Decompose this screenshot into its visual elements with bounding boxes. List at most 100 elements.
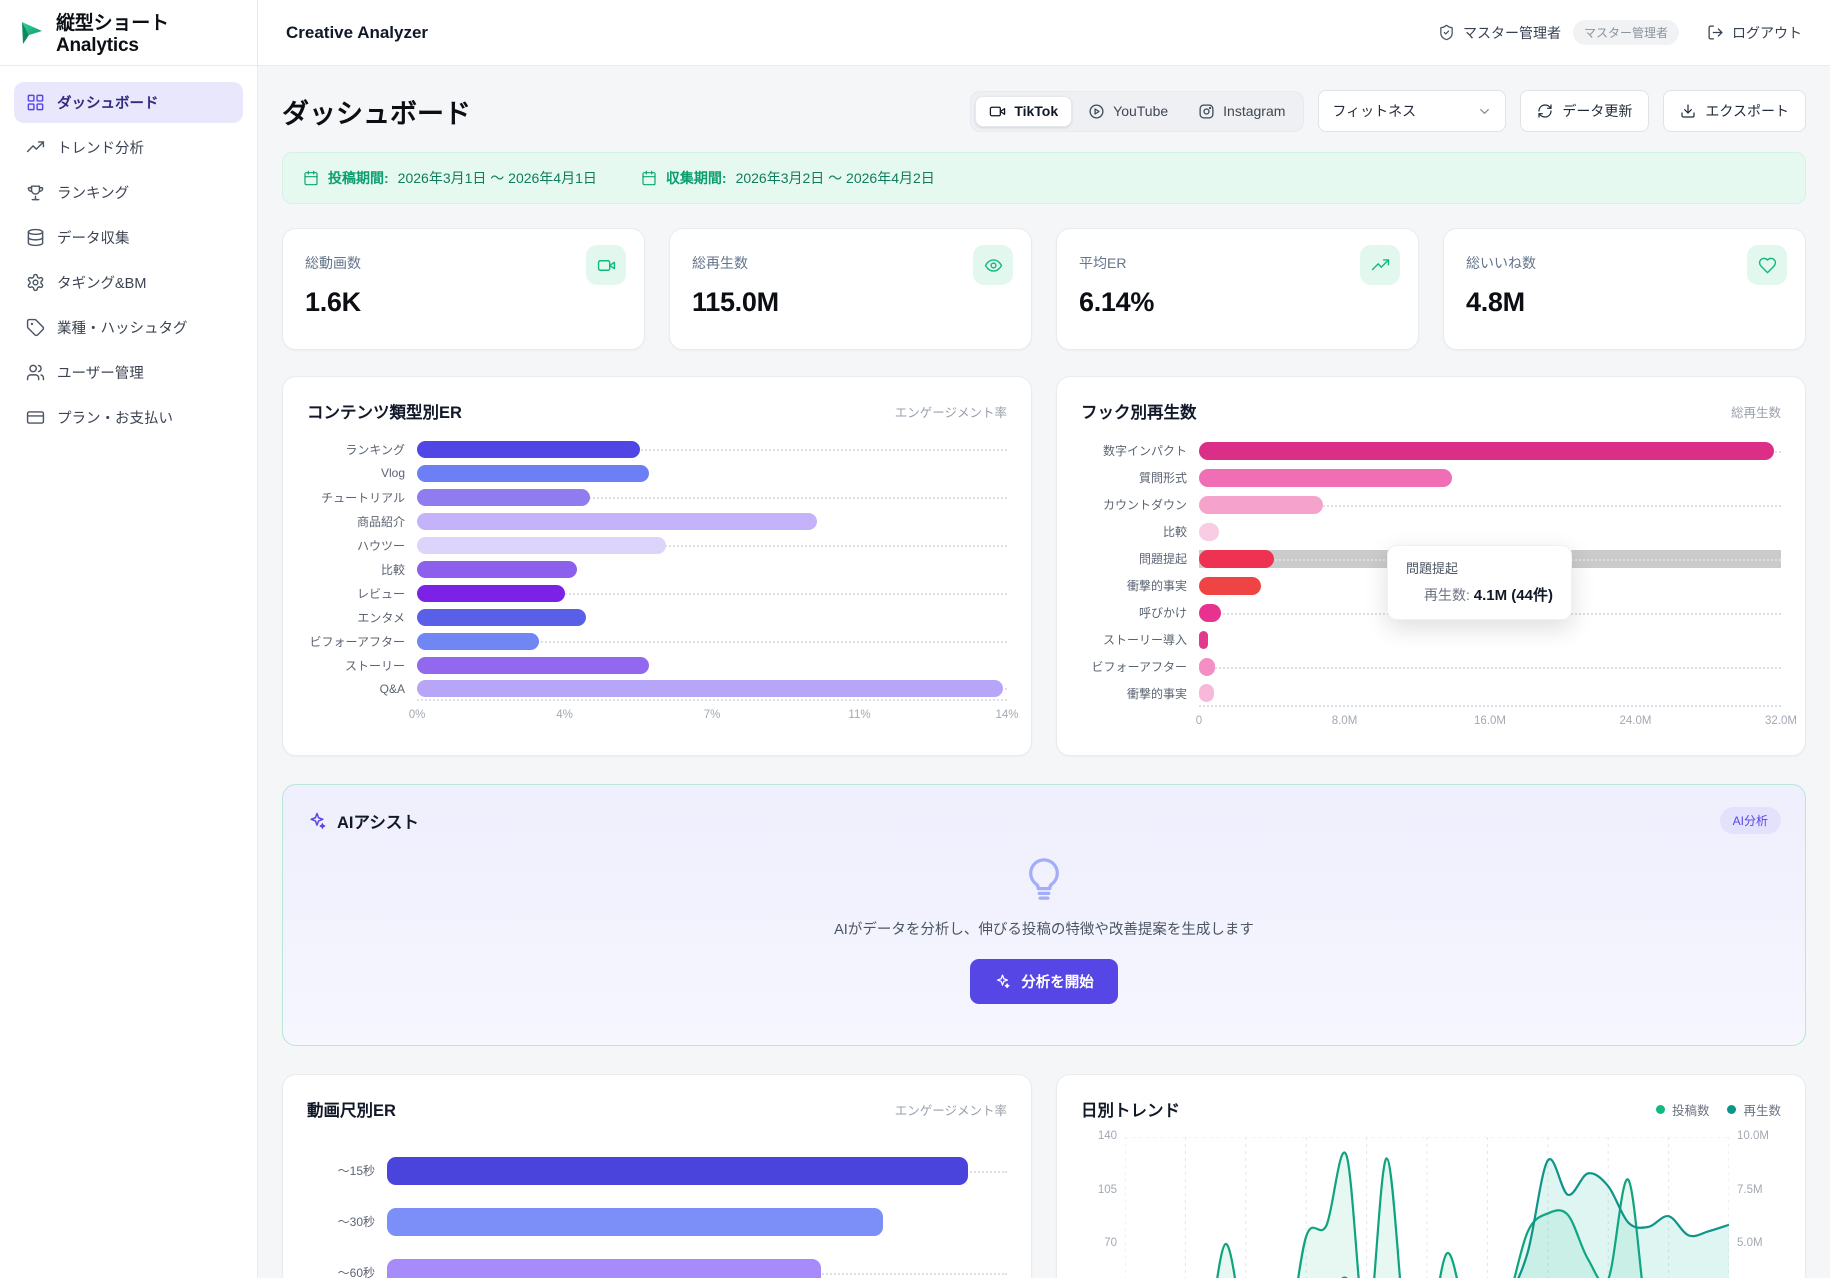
sparkles-icon: [307, 811, 327, 831]
bar[interactable]: [1199, 576, 1261, 595]
x-axis-tick: 32.0M: [1765, 715, 1797, 727]
tab-tiktok[interactable]: TikTok: [975, 95, 1073, 127]
bar-category-label: ～30秒: [337, 1215, 375, 1229]
credit-card-icon: [26, 408, 45, 427]
bar-category-label: カウントダウン: [1102, 498, 1187, 512]
y-axis-tick: 70: [1104, 1237, 1117, 1249]
legend-dot: [1655, 1104, 1665, 1114]
tab-youtube[interactable]: YouTube: [1074, 96, 1182, 127]
bar-category-label: ストーリー: [344, 658, 405, 673]
bar[interactable]: [1199, 522, 1219, 541]
bar[interactable]: [1199, 630, 1209, 649]
sidebar-item-tagging-bm[interactable]: タギング&BM: [14, 262, 243, 303]
legend-item-posts: 投稿数: [1655, 1100, 1709, 1119]
bar-category-label: エンタメ: [357, 610, 405, 625]
y-axis-tick: 10.0M: [1737, 1130, 1769, 1142]
video-camera-icon: [586, 245, 626, 285]
logout-button[interactable]: ログアウト: [1707, 23, 1802, 43]
sidebar-item-plan-payment[interactable]: プラン・お支払い: [14, 397, 243, 438]
bar[interactable]: [1199, 495, 1323, 514]
sidebar-item-data-collection[interactable]: データ収集: [14, 217, 243, 258]
bar[interactable]: [417, 512, 818, 530]
heart-icon: [1747, 245, 1787, 285]
ai-description: AIがデータを分析し、伸びる投稿の特徴や改善提案を生成します: [834, 922, 1254, 938]
bar-row: ビフォーアフター: [307, 629, 1007, 653]
bar-category-label: Vlog: [380, 466, 405, 480]
category-select[interactable]: フィットネス: [1318, 90, 1507, 132]
bar-row: チュートリアル: [307, 485, 1007, 509]
chart-title: コンテンツ類型別ER: [307, 404, 462, 422]
main-content: ダッシュボード TikTok YouTube Instagram: [258, 66, 1830, 1278]
bar-row: ～30秒: [307, 1196, 1007, 1247]
bar-category-label: ビフォーアフター: [309, 634, 405, 649]
bar[interactable]: [417, 679, 1003, 697]
y-axis-tick: 7.5M: [1737, 1183, 1763, 1196]
bar[interactable]: [1199, 657, 1216, 676]
left-axis-ticks: 140 105 70: [1081, 1130, 1125, 1278]
refresh-data-button[interactable]: データ更新: [1520, 90, 1650, 132]
chart-unit-label: エンゲージメント率: [894, 405, 1007, 420]
bar[interactable]: [1199, 468, 1452, 487]
sidebar-item-ranking[interactable]: ランキング: [14, 172, 243, 213]
bar-row: レビュー: [307, 581, 1007, 605]
bar-category-label: 衝撃的事実: [1126, 579, 1187, 593]
calendar-icon: [303, 170, 319, 186]
page-title: ダッシュボード: [282, 98, 471, 129]
chart-card-daily-trend: 日別トレンド 投稿数 再生数 140 105 70 10.0M 7.5M 5.0M: [1056, 1074, 1806, 1278]
sidebar-item-user-management[interactable]: ユーザー管理: [14, 352, 243, 393]
bar[interactable]: [417, 584, 565, 602]
bar-row: ビフォーアフター: [1081, 653, 1781, 680]
bar-category-label: 質問形式: [1138, 471, 1187, 485]
x-axis-tick: 7%: [703, 709, 721, 721]
bar-row: ストーリー: [307, 653, 1007, 677]
chart-tooltip: 問題提起 再生数: 4.1M (44件): [1387, 545, 1572, 620]
ai-assist-title: AIアシスト: [337, 813, 419, 832]
y-axis-tick: 140: [1097, 1130, 1117, 1142]
bar[interactable]: [417, 464, 649, 482]
bar-row: カウントダウン: [1081, 491, 1781, 518]
sidebar: ダッシュボード トレンド分析 ランキング データ収集 タギング&BM 業種・ハッ…: [0, 66, 258, 1278]
start-analysis-button[interactable]: 分析を開始: [970, 959, 1118, 1004]
bar-category-label: 比較: [380, 562, 405, 577]
bar[interactable]: [417, 608, 586, 626]
chart-legend: 投稿数 再生数: [1655, 1100, 1781, 1119]
sidebar-item-dashboard[interactable]: ダッシュボード: [14, 82, 243, 123]
bar[interactable]: [1199, 683, 1214, 702]
bar[interactable]: [1199, 603, 1221, 622]
x-axis-tick: 14%: [995, 709, 1019, 721]
bar[interactable]: [417, 536, 666, 554]
bar[interactable]: [417, 440, 641, 458]
sidebar-item-trend-analysis[interactable]: トレンド分析: [14, 127, 243, 168]
bar[interactable]: [417, 656, 649, 674]
bar[interactable]: [417, 560, 578, 578]
bar-row: ストーリー導入: [1081, 626, 1781, 653]
chart-title: 日別トレンド: [1081, 1102, 1180, 1120]
bar-row: 質問形式: [1081, 464, 1781, 491]
bar[interactable]: [417, 632, 540, 650]
bar-row: 商品紹介: [307, 509, 1007, 533]
bar[interactable]: [1199, 549, 1274, 568]
stat-cards: 総動画数 1.6K 総再生数 115.0M 平均ER 6.14% 総いいね数 4…: [282, 228, 1806, 350]
content-type-er-chart: ランキング Vlog チュートリアル 商品紹介 ハウツー 比較 レビュー エンタメ ビフォーアフ…: [307, 437, 1019, 723]
top-bar: 縦型ショート Analytics Creative Analyzer マスター管…: [0, 0, 1830, 66]
sidebar-item-industry-hashtag[interactable]: 業種・ハッシュタグ: [14, 307, 243, 348]
logout-icon: [1707, 24, 1724, 41]
bar[interactable]: [387, 1156, 969, 1185]
chart-title: 動画尺別ER: [307, 1102, 396, 1120]
sparkles-icon: [994, 973, 1011, 990]
bar[interactable]: [387, 1207, 883, 1236]
trend-chart-svg: [1125, 1137, 1729, 1278]
x-axis-tick: 11%: [848, 709, 871, 721]
bar[interactable]: [1199, 441, 1774, 460]
x-axis-tick: 0: [1195, 715, 1203, 727]
bar-row: 比較: [1081, 518, 1781, 545]
bar[interactable]: [387, 1258, 821, 1278]
export-button[interactable]: エクスポート: [1663, 90, 1806, 132]
stat-card-total-views: 総再生数 115.0M: [669, 228, 1032, 350]
refresh-icon: [1537, 103, 1553, 119]
bar[interactable]: [417, 488, 590, 506]
x-axis-tick: 24.0M: [1619, 715, 1652, 727]
lightbulb-icon: [1021, 856, 1067, 902]
chart-card-hook-views: フック別再生数 総再生数 数字インパクト 質問形式 カウントダウン 比較 問題提起 衝撃的…: [1056, 376, 1806, 756]
tab-instagram[interactable]: Instagram: [1184, 96, 1299, 127]
